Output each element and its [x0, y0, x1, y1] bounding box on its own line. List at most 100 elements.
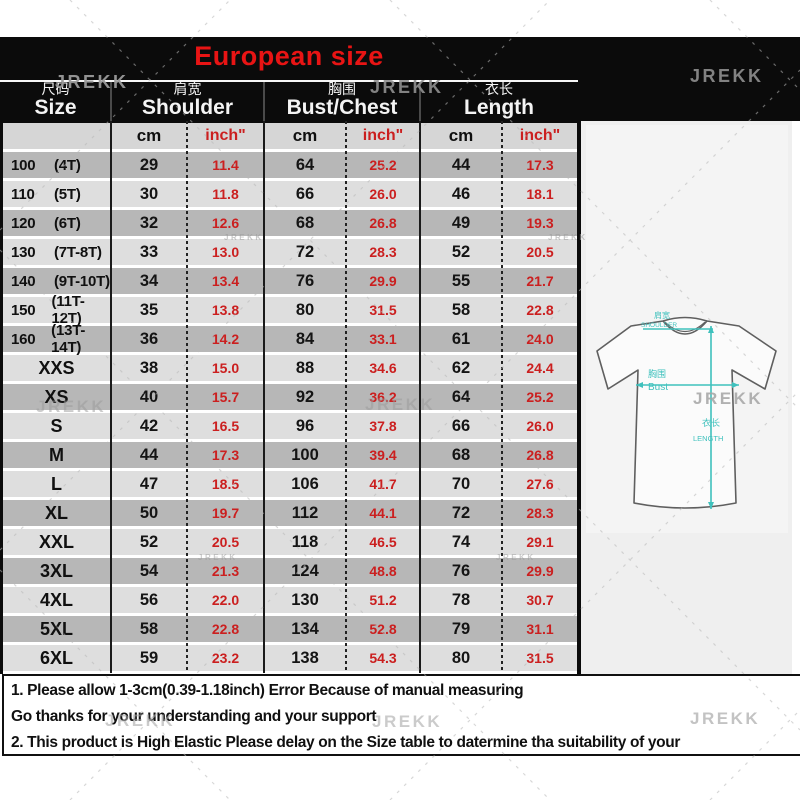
- length-in-cell: 25.2: [526, 389, 554, 405]
- length-cm-cell: 49: [451, 213, 471, 232]
- group-header-bustchest: 胸围 Bust/Chest: [264, 82, 420, 121]
- length-in-cell: 30.7: [526, 592, 554, 608]
- table-row-5xl: 5XL 58 22.8 134 52.8 79 31.1: [2, 616, 578, 642]
- table-row-3xl: 3XL 54 21.3 124 48.8 76 29.9: [2, 558, 578, 584]
- length-cm-cell: 52: [451, 242, 471, 261]
- bust-in-cell: 34.6: [369, 360, 397, 376]
- table-row-l: L 47 18.5 106 41.7 70 27.6: [2, 471, 578, 497]
- col-divider-dashed: [186, 121, 188, 673]
- group-header-zh: 尺码: [41, 81, 70, 97]
- col-divider-solid: [418, 121, 421, 673]
- bust-cm-cell: 112: [291, 503, 319, 522]
- bust-cm-cell: 100: [291, 445, 319, 464]
- shoulder-label-zh: 肩宽: [654, 310, 670, 320]
- bust-in-cell: 33.1: [369, 331, 397, 347]
- size-value: 130: [11, 243, 36, 261]
- shoulder-in-cell: 14.2: [211, 331, 240, 347]
- size-cell: 4XL: [39, 589, 73, 610]
- length-in-cell: 20.5: [526, 244, 554, 260]
- size-cell: 150 (11T-12T): [2, 293, 111, 327]
- table-row-xxl: XXL 52 20.5 118 46.5 74 29.1: [2, 529, 578, 555]
- shoulder-cm-cell: 56: [139, 590, 159, 609]
- age-range: (13T-14T): [51, 322, 86, 356]
- size-value: 110: [11, 185, 35, 203]
- length-in-cell: 29.9: [526, 563, 554, 579]
- length-in-cell: 24.0: [526, 331, 554, 347]
- length-in-cell: 26.0: [526, 418, 554, 434]
- length-cm-cell: 74: [451, 532, 471, 551]
- length-cm-cell: 46: [451, 184, 471, 203]
- bust-cm-cell: 134: [291, 619, 319, 638]
- shoulder-in-cell: 15.0: [211, 360, 240, 376]
- size-cell: XL: [44, 502, 68, 523]
- shoulder-in-cell: 15.7: [211, 389, 240, 405]
- size-cell: 5XL: [39, 618, 73, 639]
- length-cm-cell: 70: [451, 474, 471, 493]
- size-value: 120: [11, 214, 36, 232]
- size-cell: 160 (13T-14T): [2, 322, 111, 356]
- unit-cm-header: cm: [292, 126, 318, 145]
- length-cm-cell: 44: [451, 155, 471, 174]
- bust-in-cell: 39.4: [369, 447, 397, 463]
- length-cm-cell: 79: [451, 619, 471, 638]
- size-cell: XXL: [38, 531, 74, 552]
- tshirt-measurement-diagram: 肩宽 SHOULDER 胸围 Bust 衣长 LENGTH: [596, 310, 777, 509]
- shoulder-cm-cell: 47: [139, 474, 159, 493]
- unit-inch-header: inch": [362, 127, 404, 144]
- length-in-cell: 29.1: [526, 534, 554, 550]
- bust-cm-cell: 80: [295, 300, 315, 319]
- table-row-110: 110 (5T) 30 11.8 66 26.0 46 18.1: [2, 181, 578, 207]
- size-cell: XXS: [38, 357, 75, 378]
- shoulder-in-cell: 16.5: [211, 418, 240, 434]
- bust-cm-cell: 118: [291, 532, 319, 551]
- shoulder-cm-cell: 44: [139, 445, 159, 464]
- unit-inch-header: inch": [205, 127, 246, 144]
- shoulder-in-cell: 11.4: [212, 157, 239, 173]
- length-cm-cell: 68: [451, 445, 471, 464]
- length-cm-cell: 61: [451, 329, 471, 348]
- shoulder-in-cell: 20.5: [211, 534, 240, 550]
- col-divider-solid: [262, 121, 265, 673]
- table-row-100: 100 (4T) 29 11.4 64 25.2 44 17.3: [2, 152, 578, 178]
- bust-cm-cell: 66: [295, 184, 315, 203]
- bust-in-cell: 37.8: [369, 418, 397, 434]
- bust-cm-cell: 76: [295, 271, 315, 290]
- length-cm-cell: 78: [451, 590, 471, 609]
- group-header-length: 衣长 Length: [420, 82, 578, 121]
- length-cm-cell: 58: [451, 300, 471, 319]
- group-header-size: 尺码 Size: [0, 82, 111, 121]
- bust-cm-cell: 130: [291, 590, 319, 609]
- length-in-cell: 24.4: [526, 360, 554, 376]
- age-range: (4T): [54, 156, 81, 174]
- shoulder-cm-cell: 38: [139, 358, 159, 377]
- note-line-1: 1. Please allow 1-3cm(0.39-1.18inch) Err…: [11, 682, 524, 699]
- shoulder-in-cell: 21.3: [211, 563, 240, 579]
- page-title: European size: [194, 41, 384, 71]
- shoulder-in-cell: 18.5: [211, 476, 240, 492]
- bust-in-cell: 26.8: [369, 215, 397, 231]
- length-in-cell: 31.5: [526, 650, 554, 666]
- table-row-s: S 42 16.5 96 37.8 66 26.0: [2, 413, 578, 439]
- shoulder-in-cell: 23.2: [211, 650, 240, 666]
- size-value: 150: [11, 301, 36, 319]
- age-range: (6T): [54, 214, 81, 232]
- shoulder-cm-cell: 30: [139, 184, 159, 203]
- length-in-cell: 21.7: [526, 273, 554, 289]
- col-divider-solid: [110, 121, 112, 673]
- bust-label-zh: 胸围: [648, 368, 666, 379]
- length-cm-cell: 72: [451, 503, 471, 522]
- group-header-en: Length: [464, 96, 534, 119]
- bust-in-cell: 41.7: [369, 476, 397, 492]
- shoulder-in-cell: 13.0: [211, 244, 240, 260]
- shoulder-in-cell: 17.3: [211, 447, 240, 463]
- shoulder-cm-cell: 42: [139, 416, 159, 435]
- bust-cm-cell: 92: [295, 387, 315, 406]
- bust-cm-cell: 124: [291, 561, 319, 580]
- unit-cm-header: cm: [448, 126, 474, 145]
- size-cell: 100 (4T): [2, 152, 111, 178]
- bust-cm-cell: 84: [295, 329, 315, 348]
- table-left-border: [0, 121, 3, 674]
- bust-in-cell: 54.3: [369, 650, 397, 666]
- shoulder-in-cell: 11.8: [212, 186, 239, 202]
- bust-label-en: Bust: [648, 382, 668, 393]
